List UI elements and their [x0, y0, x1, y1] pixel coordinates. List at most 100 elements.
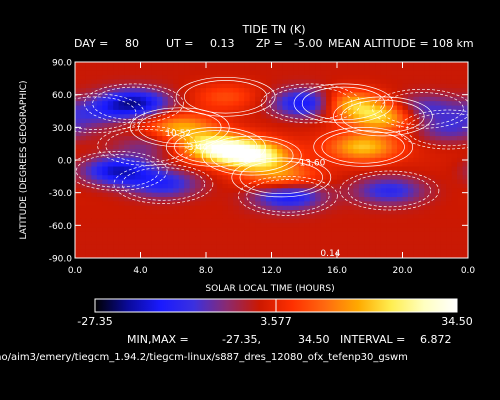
heatmap-cell [107, 249, 114, 255]
heatmap-cell [369, 170, 376, 176]
heatmap-cell [249, 118, 256, 124]
heatmap-cell [211, 105, 218, 111]
heatmap-cell [402, 62, 409, 67]
heatmap-cell [326, 240, 333, 246]
heatmap-cell [135, 105, 142, 111]
heatmap-cell [80, 218, 87, 224]
heatmap-cell [167, 236, 174, 242]
heatmap-cell [140, 144, 147, 150]
heatmap-cell [129, 75, 136, 81]
heatmap-cell [462, 83, 468, 89]
heatmap-cell [418, 188, 425, 194]
heatmap-cell [206, 179, 213, 185]
heatmap-cell [282, 149, 289, 155]
heatmap-cell [397, 114, 404, 120]
heatmap-cell [167, 144, 174, 150]
heatmap-cell [102, 214, 109, 220]
heatmap-cell [397, 157, 404, 163]
ut-value: 0.13 [210, 37, 235, 50]
heatmap-cell [80, 197, 87, 202]
heatmap-cell [91, 227, 98, 233]
heatmap-cell [293, 101, 300, 107]
heatmap-cell [195, 127, 202, 133]
heatmap-cell [413, 223, 420, 229]
heatmap-cell [118, 231, 125, 237]
heatmap-cell [380, 153, 387, 159]
heatmap-cell [287, 244, 294, 250]
heatmap-cell [129, 127, 136, 133]
heatmap-cell [118, 153, 125, 159]
heatmap-cell [391, 109, 398, 115]
heatmap-cell [85, 109, 92, 115]
heatmap-cell [386, 88, 393, 94]
heatmap-cell [113, 162, 120, 168]
heatmap-cell [397, 214, 404, 220]
heatmap-cell [315, 197, 322, 202]
heatmap-cell [206, 62, 213, 67]
heatmap-cell [156, 223, 163, 229]
heatmap-cell [435, 210, 442, 216]
heatmap-cell [178, 127, 185, 133]
heatmap-cell [200, 66, 207, 72]
heatmap-cell [276, 114, 284, 120]
heatmap-cell [227, 88, 234, 94]
heatmap-cell [457, 183, 464, 189]
heatmap-cell [195, 144, 202, 150]
heatmap-cell [326, 188, 333, 194]
heatmap-cell [113, 140, 120, 146]
heatmap-cell [178, 62, 185, 67]
heatmap-cell [80, 231, 87, 237]
heatmap-cell [418, 70, 425, 76]
heatmap-cell [118, 136, 125, 141]
heatmap-cell [271, 179, 278, 185]
heatmap-cell [113, 157, 120, 163]
heatmap-cell [424, 62, 431, 67]
contour-line [260, 83, 361, 124]
heatmap-cell [129, 88, 136, 94]
heatmap-cell [315, 114, 322, 120]
heatmap-cell [391, 144, 398, 150]
heatmap-cell [216, 83, 223, 89]
heatmap-cell [249, 127, 256, 133]
heatmap-cell [342, 192, 349, 198]
heatmap-cell [342, 214, 349, 220]
heatmap-cell [407, 127, 415, 133]
heatmap-cell [85, 153, 92, 159]
heatmap-cell [222, 197, 229, 202]
heatmap-cell [178, 157, 185, 163]
heatmap-cell [255, 75, 262, 81]
heatmap-cell [451, 131, 458, 137]
heatmap-cell [320, 244, 327, 250]
heatmap-cell [326, 114, 333, 120]
heatmap-cell [113, 197, 120, 202]
heatmap-cell [429, 183, 436, 189]
heatmap-cell [107, 214, 114, 220]
heatmap-cell [102, 244, 109, 250]
heatmap-cell [380, 66, 387, 72]
heatmap-cell [320, 227, 327, 233]
heatmap-cell [206, 114, 213, 120]
heatmap-cell [178, 96, 185, 102]
heatmap-cell [249, 153, 256, 159]
heatmap-cell [451, 183, 458, 189]
heatmap-cell [184, 157, 191, 163]
heatmap-cell [435, 214, 442, 220]
heatmap-cell [309, 144, 316, 150]
heatmap-cell [167, 210, 174, 216]
heatmap-cell [96, 253, 103, 258]
heatmap-cell [287, 162, 294, 168]
heatmap-cell [315, 170, 322, 176]
heatmap-cell [326, 157, 333, 163]
heatmap-cell [386, 249, 393, 255]
heatmap-cell [298, 218, 305, 224]
heatmap-cell [271, 236, 278, 242]
heatmap-cell [369, 240, 376, 246]
heatmap-cell [342, 210, 349, 216]
heatmap-cell [435, 149, 442, 155]
heatmap-cell [151, 75, 158, 81]
heatmap-cell [309, 214, 316, 220]
heatmap-cell [375, 218, 382, 224]
heatmap-cell [298, 144, 305, 150]
heatmap-cell [347, 249, 354, 255]
heatmap-cell [173, 170, 180, 176]
